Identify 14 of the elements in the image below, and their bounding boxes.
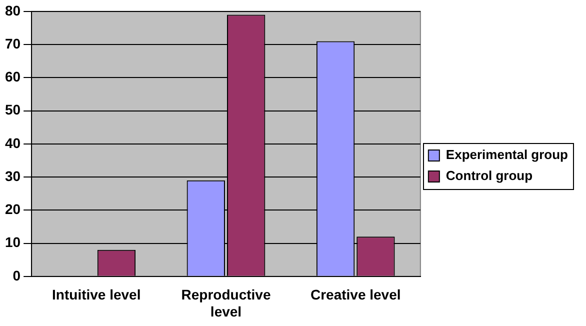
y-tick-label: 20: [4, 201, 21, 218]
y-tick-label: 50: [4, 102, 21, 118]
y-tick-label: 70: [4, 35, 21, 52]
y-tick-label: 0: [12, 267, 21, 284]
x-tick-label: Intuitive level: [52, 286, 141, 303]
y-tick-label: 10: [4, 234, 21, 250]
legend-label: Experimental group: [446, 147, 568, 162]
y-tick-label: 60: [4, 68, 21, 85]
legend-label: Control group: [446, 168, 533, 184]
x-tick-label: Reproductive level: [181, 286, 271, 320]
y-tick-label: 30: [4, 168, 21, 184]
y-tick-label: 40: [4, 134, 21, 151]
x-tick-label: Creative level: [310, 286, 401, 303]
y-tick-label: 80: [4, 2, 21, 18]
